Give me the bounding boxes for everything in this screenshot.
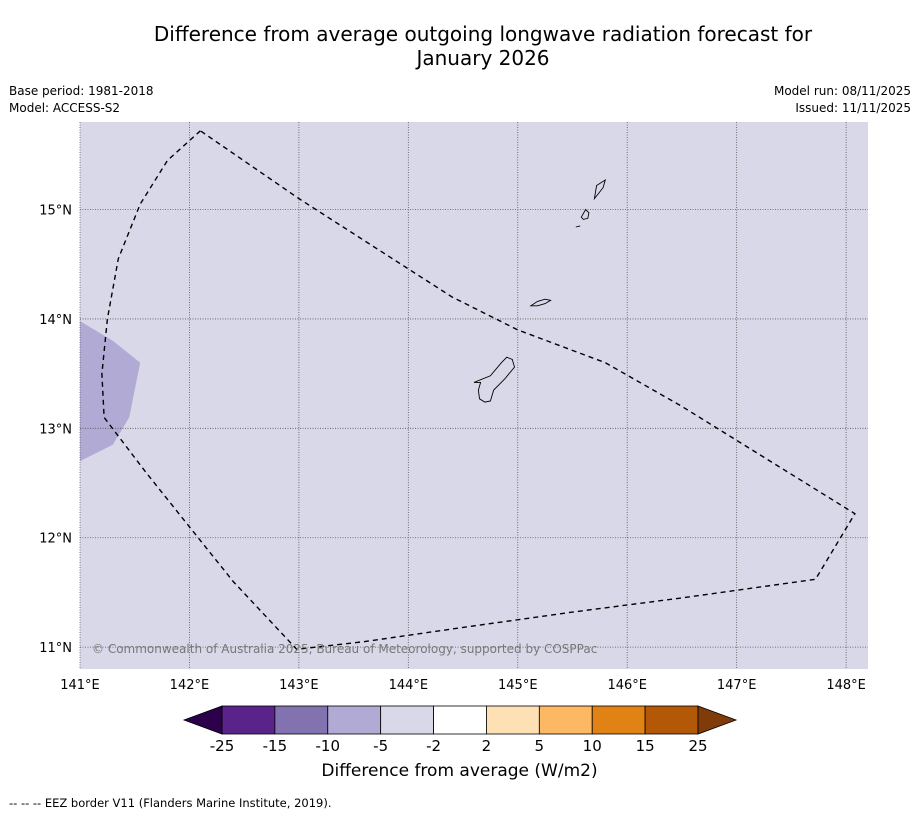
model-name: Model: ACCESS-S2 [9, 101, 121, 115]
meta-left: Base period: 1981-2018 Model: ACCESS-S2 [9, 83, 154, 117]
eez-footnote: -- -- -- EEZ border V11 (Flanders Marine… [9, 796, 332, 810]
colorbar-tick-label: -2 [426, 737, 441, 755]
lon-tick-label: 144°E [389, 678, 429, 693]
island-rota [529, 298, 552, 307]
colorbar-segment [486, 705, 540, 735]
lon-tick-label: 142°E [170, 678, 210, 693]
colorbar-over-arrow [697, 705, 738, 735]
chart-title: Difference from average outgoing longwav… [0, 22, 919, 70]
colorbar-tick-label: -15 [263, 737, 288, 755]
lat-tick-label: 12°N [39, 532, 72, 547]
colorbar-segment [221, 705, 276, 735]
colorbar-segment [538, 705, 593, 735]
issued-date: Issued: 11/11/2025 [795, 101, 911, 115]
colorbar-tick-label: 2 [482, 737, 492, 755]
chart-title-line-2: January 2026 [416, 46, 550, 70]
lon-tick-label: 146°E [607, 678, 647, 693]
map-background [80, 122, 868, 669]
meta-right: Model run: 08/11/2025 Issued: 11/11/2025 [774, 83, 911, 117]
colorbar-title: Difference from average (W/m2) [321, 761, 598, 781]
lat-tick-label: 13°N [39, 422, 72, 437]
lon-tick-label: 141°E [60, 678, 100, 693]
lon-tick-label: 143°E [279, 678, 319, 693]
lon-tick-label: 148°E [826, 678, 866, 693]
chart-title-line-1: Difference from average outgoing longwav… [153, 22, 813, 46]
eez-border [101, 130, 856, 651]
lat-tick-label: 15°N [39, 204, 72, 219]
lat-tick-label: 14°N [39, 313, 72, 328]
colorbar-segment [433, 705, 487, 735]
colorbar-tick-label: -25 [210, 737, 235, 755]
colorbar-segment [591, 705, 646, 735]
island-tinian [580, 208, 590, 220]
colorbar-segment [644, 705, 699, 735]
colorbar-under-arrow [182, 705, 223, 735]
island-saipan [593, 178, 607, 201]
copyright-notice: © Commonwealth of Australia 2025, Bureau… [92, 642, 597, 656]
colorbar-tick-label: 10 [583, 737, 602, 755]
island-aguijan [575, 225, 581, 228]
colorbar-tick-label: -10 [316, 737, 341, 755]
lon-tick-label: 145°E [498, 678, 538, 693]
colorbar-segment [274, 705, 329, 735]
colorbar-segment [380, 705, 434, 735]
base-period: Base period: 1981-2018 [9, 84, 154, 98]
lon-tick-label: 147°E [717, 678, 757, 693]
colorbar-tick-label: -5 [373, 737, 388, 755]
map-figure: © Commonwealth of Australia 2025, Bureau… [39, 122, 868, 755]
lat-tick-label: 11°N [39, 641, 72, 656]
colorbar-tick-label: 15 [636, 737, 655, 755]
island-guam [473, 356, 515, 403]
anomaly-region [80, 321, 141, 462]
colorbar-tick-label: 25 [688, 737, 707, 755]
model-run: Model run: 08/11/2025 [773, 84, 911, 98]
colorbar-tick-label: 5 [535, 737, 545, 755]
colorbar-segment [327, 705, 382, 735]
